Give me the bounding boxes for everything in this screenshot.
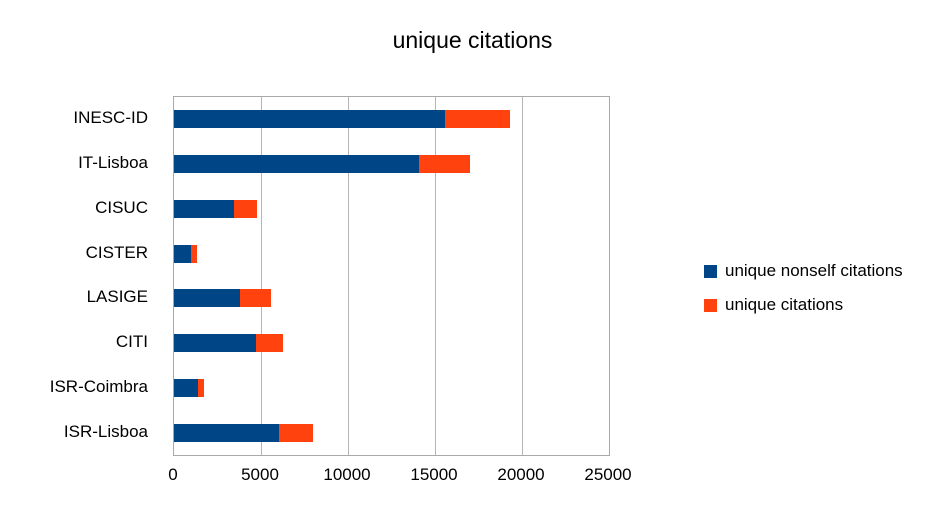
- category-label: INESC-ID: [73, 108, 148, 128]
- legend-swatch-icon: [704, 298, 717, 312]
- gridline: [522, 97, 523, 455]
- bar-segment-unique-citations: [445, 110, 510, 129]
- x-tick-label: 25000: [584, 465, 632, 484]
- category-label: CITI: [115, 332, 148, 352]
- category-label: ISR-Coimbra: [49, 376, 148, 396]
- x-tick-label: 5000: [241, 465, 279, 484]
- x-tick-label: 20000: [497, 465, 545, 484]
- bar-segment-unique-citations: [279, 423, 314, 442]
- bar-segment-nonself-citations: [174, 334, 256, 353]
- gridline: [348, 97, 349, 455]
- chart-title: unique citations: [392, 27, 553, 53]
- x-tick-label: 15000: [410, 465, 458, 484]
- bar-segment-nonself-citations: [174, 378, 199, 397]
- value-axis: 0 5000 10000 15000 20000 25000: [0, 464, 945, 488]
- plot-area: [173, 96, 610, 456]
- category-label: IT-Lisboa: [78, 153, 148, 173]
- category-label: ISR-Lisboa: [63, 421, 148, 441]
- legend-label: unique citations: [725, 295, 844, 314]
- category-label: LASIGE: [86, 287, 148, 307]
- legend-item: unique citations: [704, 295, 903, 315]
- bar-segment-nonself-citations: [174, 423, 280, 442]
- bar-segment-unique-citations: [198, 378, 205, 397]
- category-axis: INESC-ID IT-Lisboa CISUC CISTER LASIGE CITI IS…: [0, 96, 161, 456]
- x-tick-label: 10000: [323, 465, 371, 484]
- bar-segment-unique-citations: [255, 334, 283, 353]
- legend-label: unique nonself citations: [725, 261, 903, 280]
- category-label: CISUC: [95, 197, 148, 217]
- bar-segment-nonself-citations: [174, 110, 446, 129]
- gridline: [261, 97, 262, 455]
- legend-item: unique nonself citations: [704, 261, 903, 281]
- gridline: [435, 97, 436, 455]
- bar-segment-nonself-citations: [174, 289, 241, 308]
- bar-segment-nonself-citations: [174, 244, 191, 263]
- legend: unique nonself citations unique citations: [704, 261, 903, 329]
- legend-swatch-icon: [704, 264, 717, 278]
- bar-segment-unique-citations: [190, 244, 197, 263]
- bar-segment-nonself-citations: [174, 155, 420, 174]
- x-tick-label: 0: [168, 465, 178, 484]
- bar-segment-unique-citations: [240, 289, 272, 308]
- bar-segment-nonself-citations: [174, 199, 235, 218]
- bar-segment-unique-citations: [234, 199, 257, 218]
- bar-segment-unique-citations: [419, 155, 470, 174]
- category-label: CISTER: [85, 242, 148, 262]
